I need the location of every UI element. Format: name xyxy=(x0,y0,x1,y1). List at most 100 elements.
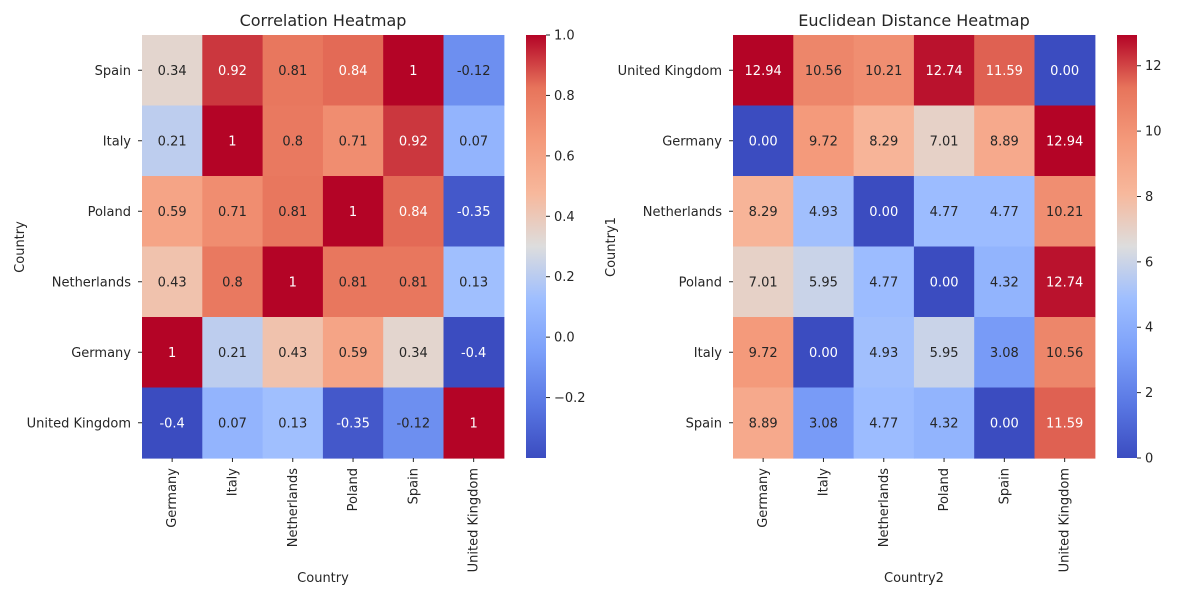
correlation-x-tick-label: Germany xyxy=(165,468,180,528)
correlation-cell-label: 0.92 xyxy=(218,64,247,79)
correlation-cell xyxy=(322,176,384,248)
correlation-cell xyxy=(142,246,203,318)
correlation-cell-label: 0.81 xyxy=(399,275,428,290)
euclidean-cell-label: 4.93 xyxy=(809,205,838,220)
correlation-cell xyxy=(383,317,445,389)
correlation-cell xyxy=(443,176,505,248)
euclidean-cell-label: 12.74 xyxy=(1046,275,1083,290)
euclidean-cell-label: 4.93 xyxy=(869,346,898,361)
euclidean-cell-label: 12.94 xyxy=(745,64,782,79)
correlation-cell xyxy=(443,35,505,107)
euclidean-cell xyxy=(974,176,1036,248)
correlation-cell xyxy=(322,317,384,389)
correlation-x-axis-label: Country xyxy=(297,571,349,586)
euclidean-x-tick-label: United Kingdom xyxy=(1058,468,1073,572)
euclidean-cell-label: 11.59 xyxy=(1046,416,1083,431)
euclidean-colorbar-tick-label: 8 xyxy=(1145,190,1153,205)
correlation-cell-label: 0.59 xyxy=(158,205,187,220)
euclidean-cell-label: 12.94 xyxy=(1046,134,1083,149)
correlation-cell-label: 0.8 xyxy=(282,134,303,149)
euclidean-cell xyxy=(853,35,915,107)
euclidean-cell-label: 9.72 xyxy=(809,134,838,149)
euclidean-cell xyxy=(1034,176,1096,248)
correlation-cell xyxy=(383,176,445,248)
correlation-cell xyxy=(202,176,264,248)
correlation-y-tick-labels: Spain Italy Poland Netherlands Germany United… xyxy=(27,64,142,431)
euclidean-x-tick-label: Poland xyxy=(937,468,952,511)
correlation-cell xyxy=(262,35,324,107)
correlation-cell xyxy=(142,317,203,389)
correlation-y-tick-label: Netherlands xyxy=(52,275,131,290)
euclidean-cell-label: 10.21 xyxy=(1046,205,1083,220)
euclidean-heatmap-title: Euclidean Distance Heatmap xyxy=(798,11,1030,30)
euclidean-cell-label: 4.77 xyxy=(869,416,898,431)
euclidean-cell-label: 0.00 xyxy=(1050,64,1079,79)
correlation-colorbar-tick-label: 1.0 xyxy=(554,29,575,44)
correlation-heatmap-title: Correlation Heatmap xyxy=(240,11,407,30)
euclidean-cell-label: 10.21 xyxy=(865,64,902,79)
correlation-x-tick-label: Poland xyxy=(346,468,361,511)
correlation-cell-label: 0.43 xyxy=(158,275,187,290)
correlation-cell-label: 0.13 xyxy=(278,416,307,431)
euclidean-cell xyxy=(1034,105,1096,177)
correlation-cell xyxy=(322,35,384,107)
correlation-y-tick-label: Spain xyxy=(95,64,131,79)
euclidean-cell-label: 5.95 xyxy=(930,346,959,361)
correlation-cell xyxy=(202,387,264,459)
correlation-cell-label: 1 xyxy=(349,205,357,220)
euclidean-cell xyxy=(853,176,915,248)
euclidean-cell xyxy=(913,35,975,107)
correlation-cell-label: 1 xyxy=(470,416,478,431)
correlation-cell-label: 0.71 xyxy=(339,134,368,149)
euclidean-cell-label: 0.00 xyxy=(869,205,898,220)
correlation-cell-label: -0.12 xyxy=(457,64,491,79)
correlation-cell xyxy=(142,105,203,177)
correlation-y-tick-label: United Kingdom xyxy=(27,416,131,431)
correlation-cell-label: -0.12 xyxy=(397,416,431,431)
correlation-cell-label: 0.84 xyxy=(399,205,428,220)
correlation-cell-label: 1 xyxy=(228,134,236,149)
correlation-x-tick-label: Italy xyxy=(225,468,240,497)
correlation-cell xyxy=(142,387,203,459)
correlation-cell-label: 0.8 xyxy=(222,275,243,290)
correlation-cell xyxy=(383,105,445,177)
euclidean-colorbar-tick-label: 12 xyxy=(1145,59,1162,74)
euclidean-cell-label: 0.00 xyxy=(749,134,778,149)
correlation-heatmap-cells: 0.34 0.92 0.81 0.84 1 -0.120.21 1 0.8 0.71 0.92 0.… xyxy=(142,35,505,459)
euclidean-y-tick-label: Poland xyxy=(679,275,722,290)
correlation-cell xyxy=(202,246,264,318)
euclidean-cell-label: 8.29 xyxy=(869,134,898,149)
euclidean-cell-label: 4.32 xyxy=(930,416,959,431)
euclidean-colorbar-tick-label: 10 xyxy=(1145,125,1162,140)
euclidean-cell xyxy=(793,317,855,389)
euclidean-cell-label: 0.00 xyxy=(930,275,959,290)
correlation-cell xyxy=(383,387,445,459)
correlation-cell xyxy=(262,105,324,177)
euclidean-y-tick-label: Netherlands xyxy=(643,205,722,220)
euclidean-cell-label: 5.95 xyxy=(809,275,838,290)
correlation-colorbar-tick-label: 0.2 xyxy=(554,270,575,285)
euclidean-cell-label: 8.89 xyxy=(749,416,778,431)
euclidean-cell xyxy=(793,35,855,107)
correlation-cell xyxy=(322,105,384,177)
euclidean-cell xyxy=(733,246,794,318)
euclidean-y-axis-label: Country1 xyxy=(604,217,619,277)
euclidean-cell-label: 10.56 xyxy=(1046,346,1083,361)
correlation-cell-label: 0.07 xyxy=(459,134,488,149)
correlation-cell-label: 0.81 xyxy=(339,275,368,290)
euclidean-cell xyxy=(853,246,915,318)
correlation-cell-label: 0.21 xyxy=(218,346,247,361)
euclidean-cell-label: 11.59 xyxy=(986,64,1023,79)
euclidean-cell-label: 0.00 xyxy=(809,346,838,361)
correlation-colorbar-tick-label: 0.4 xyxy=(554,210,575,225)
correlation-cell xyxy=(443,246,505,318)
euclidean-cell xyxy=(793,176,855,248)
euclidean-cell xyxy=(913,246,975,318)
euclidean-cell-label: 4.77 xyxy=(990,205,1019,220)
correlation-cell xyxy=(202,35,264,107)
euclidean-cell xyxy=(793,105,855,177)
euclidean-cell xyxy=(733,105,794,177)
euclidean-y-tick-label: Germany xyxy=(662,134,722,149)
euclidean-distance-heatmap: Euclidean Distance Heatmap Country2 Coun… xyxy=(604,11,1162,586)
